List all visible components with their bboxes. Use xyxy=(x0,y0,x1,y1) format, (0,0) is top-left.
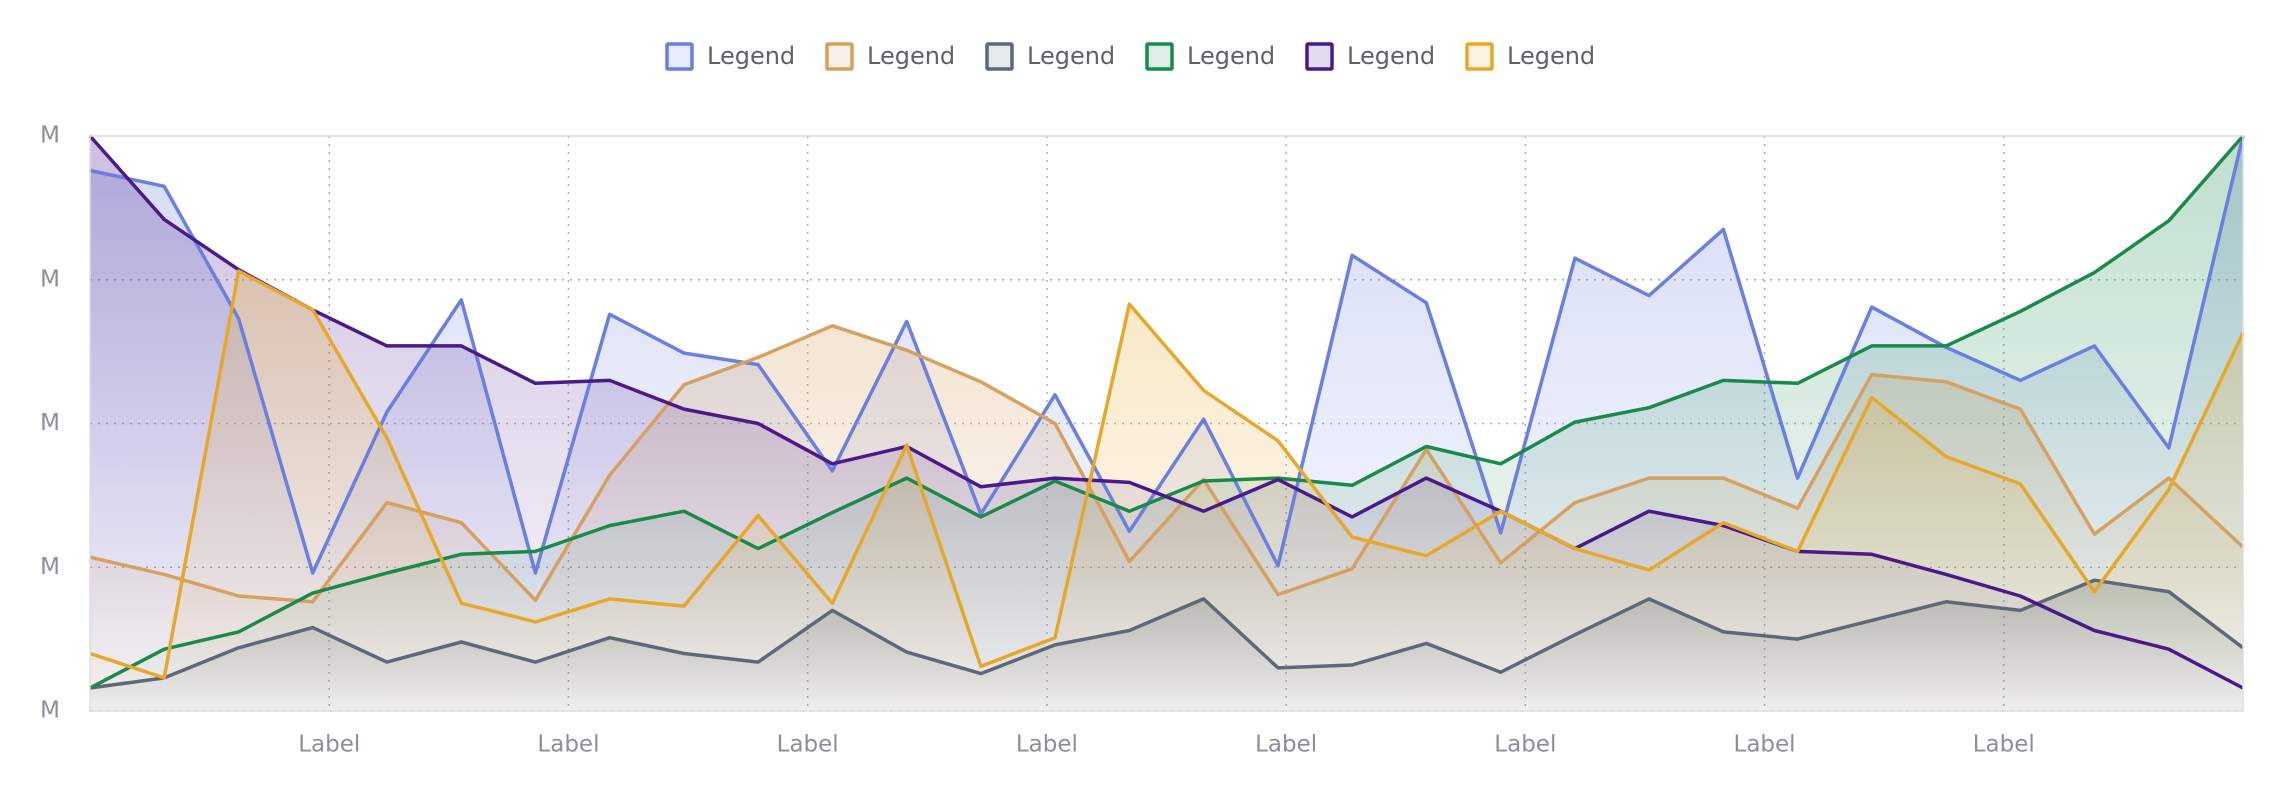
series-line xyxy=(89,324,2245,604)
y-tick-label: M xyxy=(40,554,60,580)
series-line xyxy=(89,135,2245,575)
series-line xyxy=(88,134,2244,690)
axes: M M M M M Label Label Label Label Label Label Label… xyxy=(40,123,2244,758)
y-tick-label: M xyxy=(40,266,60,292)
x-tick-label: Label xyxy=(1494,732,1556,758)
series-line xyxy=(89,269,2245,680)
x-tick-label: Label xyxy=(1016,732,1078,758)
plot-frame xyxy=(89,135,2244,712)
legend-label: Legend xyxy=(707,42,795,70)
legend-swatch xyxy=(665,42,694,71)
legend-label: Legend xyxy=(1347,42,1435,70)
x-tick-label: Label xyxy=(298,732,360,758)
legend-label: Legend xyxy=(1187,42,1275,70)
x-tick-label: Label xyxy=(1255,732,1317,758)
legend: Legend Legend Legend Legend Legend Legend xyxy=(665,42,1595,71)
legend-swatch xyxy=(1465,42,1494,71)
x-tick-label: Label xyxy=(777,732,839,758)
legend-label: Legend xyxy=(867,42,955,70)
x-tick-label: Label xyxy=(1734,732,1796,758)
legend-label: Legend xyxy=(1027,42,1115,70)
series-line xyxy=(89,578,2245,690)
legend-swatch xyxy=(1145,42,1174,71)
y-tick-label: M xyxy=(40,698,60,724)
legend-label: Legend xyxy=(1507,42,1595,70)
legend-swatch xyxy=(985,42,1014,71)
y-tick-label: M xyxy=(40,410,60,436)
x-tick-label: Label xyxy=(537,732,599,758)
x-tick-label: Label xyxy=(1973,732,2035,758)
lines xyxy=(88,134,2245,690)
legend-swatch xyxy=(1305,42,1334,71)
legend-swatch xyxy=(825,42,854,71)
areas xyxy=(90,136,2243,711)
y-tick-label: M xyxy=(40,123,60,149)
